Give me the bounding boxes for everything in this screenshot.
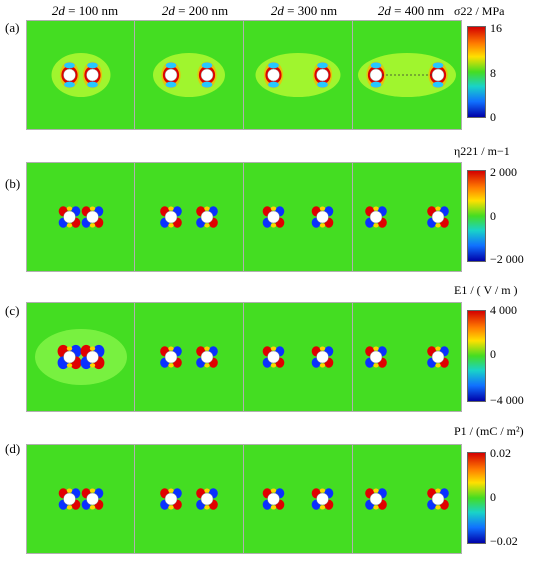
field-map [244, 445, 352, 553]
field-panel-a-2 [134, 20, 244, 130]
field-map [353, 21, 461, 129]
colorbar-title-b: η221 / m−1 [454, 144, 510, 158]
colorbar-title-a: σ22 / MPa [454, 4, 505, 18]
field-map [135, 163, 243, 271]
field-panel-d-3 [243, 444, 353, 554]
colorbar-c-tick-mid: 0 [490, 347, 496, 361]
row-label-d: (d) [5, 441, 21, 456]
colorbar-title-d: P1 / (mC / m²) [454, 424, 524, 438]
colorbar-title-c: E1 / ( V / m ) [454, 283, 518, 297]
row-label-a: (a) [5, 20, 20, 35]
field-panel-a-3 [243, 20, 353, 130]
field-panel-c-2 [134, 302, 244, 412]
colorbar-b-tick-max: 2 000 [490, 165, 517, 179]
field-panel-b-2 [134, 162, 244, 272]
field-map [135, 445, 243, 553]
field-map [27, 303, 135, 411]
field-panel-d-2 [134, 444, 244, 554]
colorbar-c-tick-max: 4 000 [490, 303, 517, 317]
field-panel-d-4 [352, 444, 462, 554]
field-panel-c-1 [26, 302, 136, 412]
col-header-2: 2d = 200 nm [161, 3, 229, 18]
col-header-1: 2d = 100 nm [51, 3, 119, 18]
colorbar-c-tick-min: −4 000 [490, 393, 524, 407]
field-map [353, 303, 461, 411]
field-panel-b-4 [352, 162, 462, 272]
field-map [27, 21, 135, 129]
colorbar-d-tick-min: −0.02 [490, 534, 518, 548]
field-panel-d-1 [26, 444, 136, 554]
field-map [244, 303, 352, 411]
colorbar-d-tick-mid: 0 [490, 490, 496, 504]
field-map [244, 163, 352, 271]
colorbar-a-tick-min: 0 [490, 110, 496, 124]
field-panel-a-1 [26, 20, 136, 130]
field-map [353, 163, 461, 271]
field-map [135, 21, 243, 129]
field-map [27, 445, 135, 553]
colorbar-b-tick-min: −2 000 [490, 252, 524, 266]
colorbar-d [467, 452, 486, 544]
colorbar-a-tick-mid: 8 [490, 66, 496, 80]
colorbar-a-tick-max: 16 [490, 21, 502, 35]
colorbar-c [467, 310, 486, 402]
colorbar-a [467, 26, 486, 118]
field-panel-a-4 [352, 20, 462, 130]
field-map [244, 21, 352, 129]
colorbar-d-tick-max: 0.02 [490, 446, 511, 460]
field-map [353, 445, 461, 553]
field-panel-c-3 [243, 302, 353, 412]
col-header-4: 2d = 400 nm [377, 3, 445, 18]
field-map [135, 303, 243, 411]
field-panel-c-4 [352, 302, 462, 412]
col-header-3: 2d = 300 nm [270, 3, 338, 18]
field-map [27, 163, 135, 271]
colorbar-b [467, 170, 486, 262]
row-label-c: (c) [5, 303, 20, 318]
row-label-b: (b) [5, 176, 21, 191]
colorbar-b-tick-mid: 0 [490, 209, 496, 223]
field-panel-b-3 [243, 162, 353, 272]
field-panel-b-1 [26, 162, 136, 272]
